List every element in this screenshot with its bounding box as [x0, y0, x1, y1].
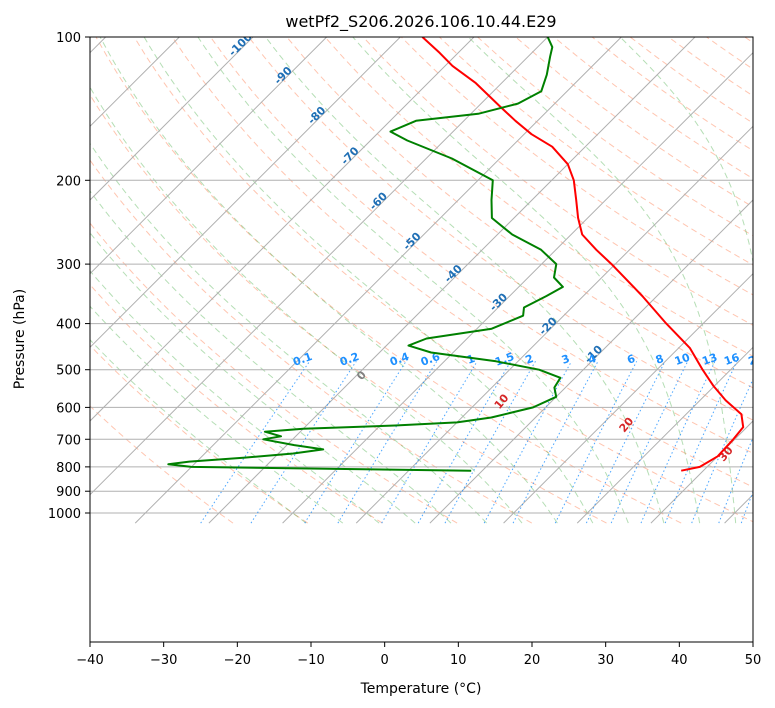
isotherm-gridline: [90, 37, 254, 201]
isotherm-gridline: [90, 37, 475, 422]
plot-grid: [90, 37, 753, 524]
moist-adiabat: [90, 232, 416, 524]
dewpoint-profile: [167, 37, 564, 472]
mixing-ratio-line: [610, 361, 689, 524]
isotherm-gridline: [576, 346, 753, 524]
mixing-ratio-label: 6: [625, 352, 637, 367]
mixing-ratio-line: [250, 361, 357, 524]
mixing-ratio-line: [304, 361, 407, 524]
x-tick-label: 40: [671, 653, 688, 668]
moist-adiabat: [352, 37, 701, 524]
moist-adiabat: [143, 37, 594, 524]
dry-adiabat: [133, 37, 753, 523]
isotherm-gridline: [429, 199, 753, 524]
moist-adiabat: [99, 37, 558, 524]
y-tick-label: 500: [56, 364, 81, 379]
mixing-ratio-label: 16: [722, 351, 741, 369]
x-axis-ticks: −40 −30 −20 −10 0 10 20 30 40 50: [76, 642, 761, 668]
mixing-ratio-label: 4: [586, 352, 598, 367]
y-tick-label: 100: [56, 31, 81, 46]
y-axis-title: Pressure (hPa): [12, 289, 28, 389]
dry-adiabat: [210, 37, 753, 454]
dry-adiabat: [324, 37, 753, 357]
dry-adiabat: [362, 37, 753, 326]
moist-adiabat: [265, 37, 665, 524]
moist-adiabat: [90, 305, 344, 524]
mixing-ratio-label: 3: [560, 352, 572, 367]
isotherm-gridline: [90, 37, 549, 496]
y-tick-label: 1000: [48, 507, 81, 522]
dry-adiabat: [90, 222, 458, 524]
mixing-ratio-line: [664, 361, 738, 524]
moist-adiabat: [90, 190, 452, 524]
y-tick-label: 300: [56, 258, 81, 273]
chart-title: wetPf2_S206.2026.106.10.44.E29: [285, 12, 556, 32]
mixing-ratio-label: 8: [654, 352, 666, 367]
dry-adiabat: [400, 37, 753, 296]
mixing-ratio-line: [381, 361, 478, 524]
mixing-ratio-label: 0.1: [291, 350, 314, 369]
mixing-ratio-label: 10: [673, 351, 692, 369]
moist-adiabat: [90, 86, 523, 524]
x-tick-label: 0: [381, 653, 389, 668]
mixing-ratio-line: [640, 361, 716, 524]
y-tick-label: 900: [56, 485, 81, 500]
x-tick-label: 30: [597, 653, 614, 668]
mixing-ratio-label: 0.2: [338, 350, 361, 369]
plot-frame: [89, 36, 754, 643]
mixing-ratio-line: [740, 490, 753, 524]
moist-adiabat: [619, 37, 753, 265]
x-tick-label: 20: [524, 653, 541, 668]
isotherm-gridline: [355, 125, 753, 524]
x-tick-label: −30: [150, 653, 177, 668]
dry-adiabat: [95, 37, 682, 524]
y-axis-ticks: 100 200 300 400 500 600 700 800 900 1000: [48, 31, 90, 522]
mixing-ratio-line: [691, 377, 753, 524]
x-tick-label: 50: [745, 653, 762, 668]
mixing-ratio-line: [554, 361, 638, 524]
y-tick-label: 400: [56, 318, 81, 333]
x-tick-label: −20: [224, 653, 251, 668]
mixing-ratio-line: [512, 361, 599, 524]
x-tick-label: 10: [450, 653, 467, 668]
isotherm-gridline: [90, 37, 180, 128]
mixing-ratio-line: [585, 361, 666, 524]
y-tick-label: 800: [56, 461, 81, 476]
isotherm-gridline: [208, 37, 696, 524]
mixing-ratio-label: 0.6: [419, 350, 442, 369]
y-tick-label: 600: [56, 401, 81, 416]
isotherm-gridline: [282, 51, 753, 524]
mixing-ratio-label: 0.4: [388, 350, 411, 369]
x-tick-label: −40: [76, 653, 103, 668]
dry-adiabat: [90, 93, 607, 524]
moist-adiabat: [90, 142, 487, 524]
dry-adiabat: [90, 283, 383, 524]
temperature-profile: [421, 37, 745, 472]
mixing-ratio-line: [337, 361, 438, 524]
mixing-ratio-label: 2: [524, 352, 536, 367]
isotherm-gridline: [503, 272, 753, 524]
isotherm-gridline: [90, 37, 328, 275]
sounding-profiles: [167, 37, 745, 472]
dry-adiabat: [477, 37, 753, 237]
mixing-ratio-label: 13: [700, 351, 719, 368]
y-tick-label: 200: [56, 174, 81, 189]
moist-adiabat: [90, 270, 380, 524]
dry-adiabat: [90, 344, 308, 524]
x-axis-title: Temperature (°C): [360, 681, 482, 697]
isotherm-gridline: [90, 37, 401, 349]
x-tick-label: −10: [297, 653, 324, 668]
isotherm-gridline: [134, 37, 622, 524]
moist-adiabat: [197, 37, 629, 524]
mixing-ratio-label: 1: [465, 352, 477, 367]
mixing-ratio-label: 20: [747, 351, 766, 369]
mixing-ratio-line: [718, 436, 753, 524]
dry-adiabat: [171, 37, 753, 488]
y-tick-label: 700: [56, 433, 81, 448]
